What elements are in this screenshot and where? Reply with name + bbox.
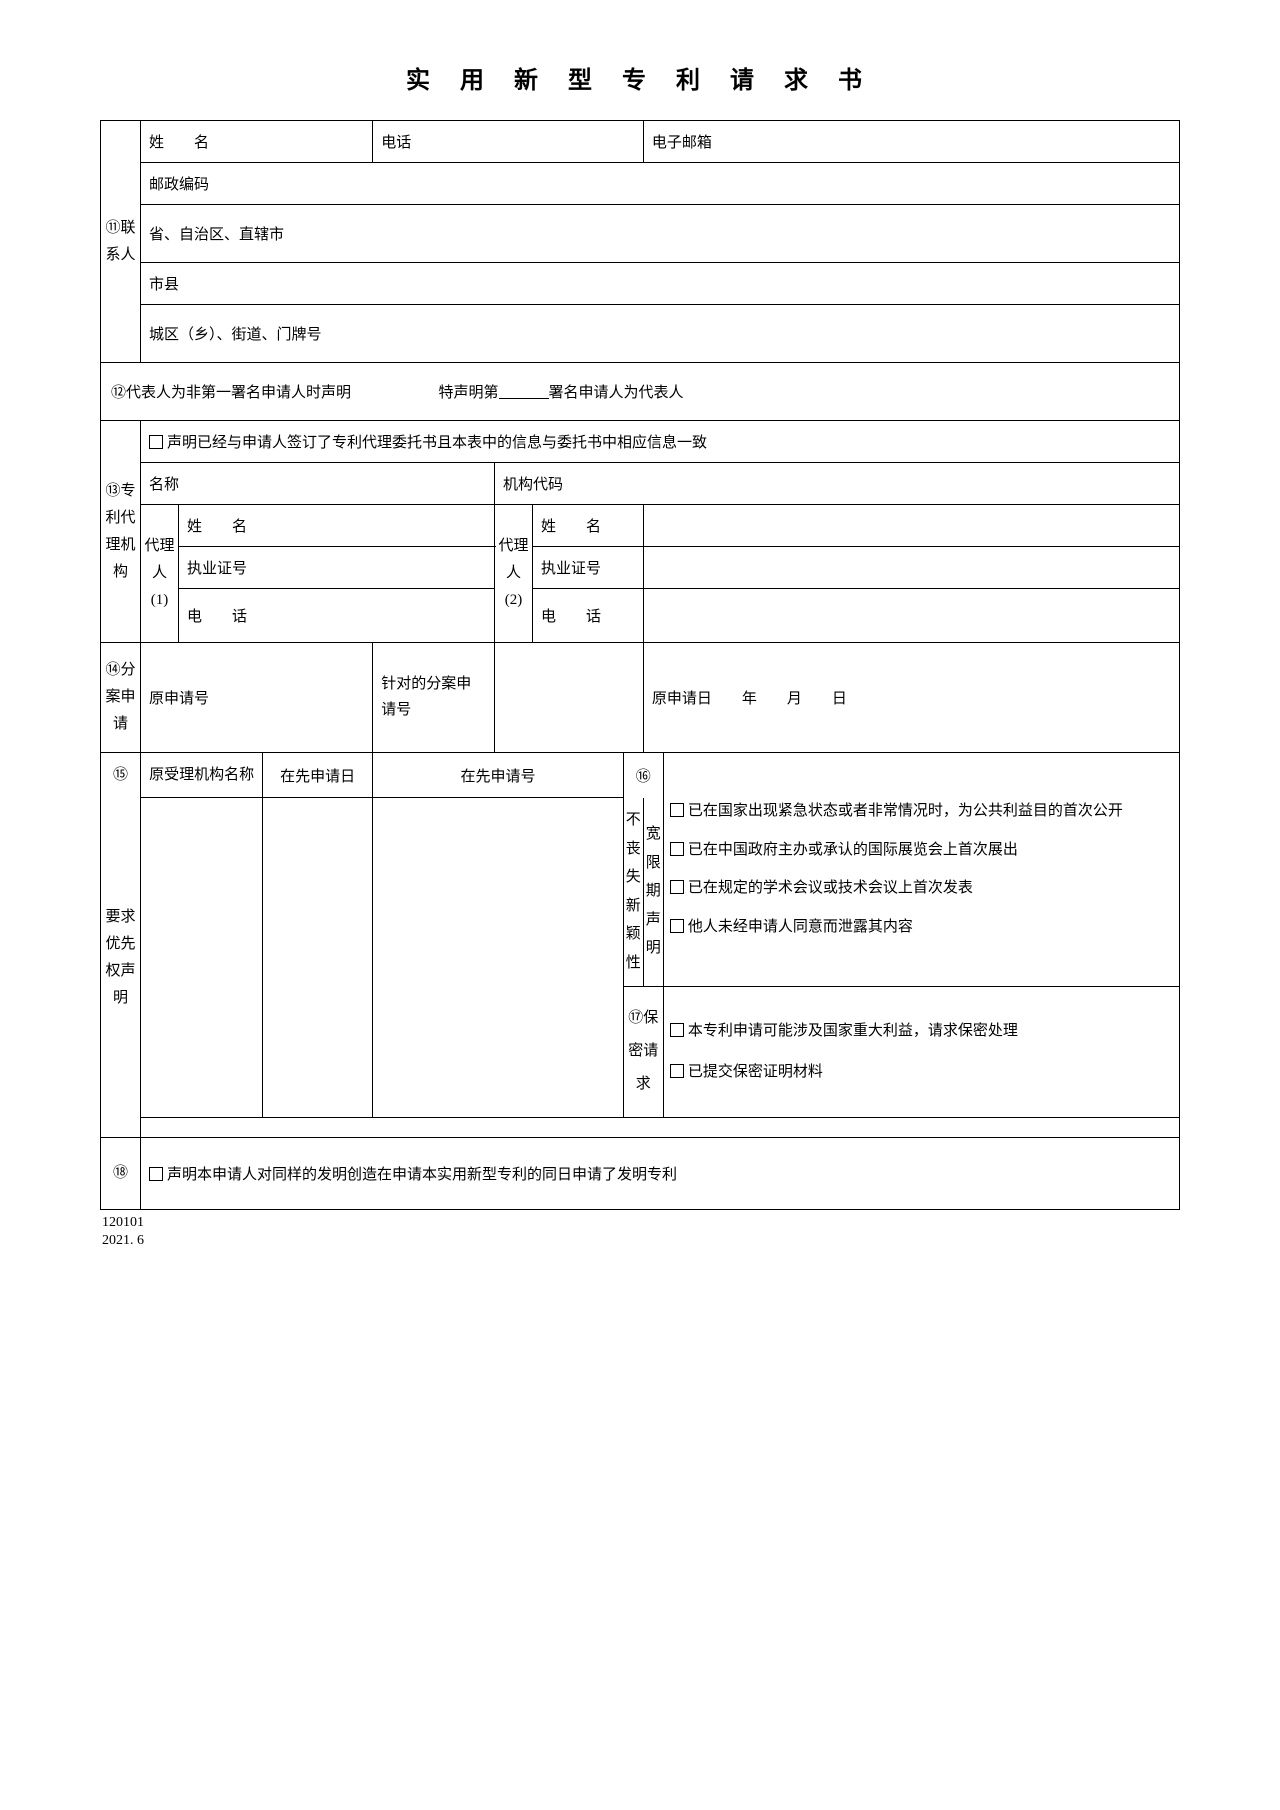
agent2-phone-value[interactable] (643, 589, 1179, 643)
section12-text1: 代表人为非第一署名申请人时声明 (126, 385, 351, 401)
circled-12: ⑫ (111, 385, 126, 401)
checkbox-16-4[interactable] (670, 919, 684, 933)
section12-row: ⑫代表人为非第一署名申请人时声明 特声明第 署名申请人为代表人 (101, 363, 1180, 421)
field-province-label: 省、自治区、直辖市 (141, 205, 1180, 263)
checkbox-16-2[interactable] (670, 842, 684, 856)
field-org-name: 名称 (141, 463, 495, 505)
agent1-label: 代理人(1) (141, 505, 179, 643)
field-postcode-label: 邮政编码 (141, 163, 1180, 205)
checkbox-16-3[interactable] (670, 880, 684, 894)
field-orig-date: 原申请日 年 月 日 (643, 643, 1179, 753)
section17-label: ⑰保密请求 (623, 986, 663, 1118)
agent1-license: 执业证号 (179, 547, 495, 589)
field-div-app-no: 针对的分案申请号 (373, 643, 495, 753)
agent2-phone: 电 话 (533, 589, 644, 643)
checkbox-17-2[interactable] (670, 1064, 684, 1078)
field-name-label: 姓 名 (141, 121, 373, 163)
agent2-license: 执业证号 (533, 547, 644, 589)
field-orig-app-no: 原申请号 (141, 643, 373, 753)
agent2-name-value[interactable] (643, 505, 1179, 547)
field-org-code: 机构代码 (495, 463, 1180, 505)
section12-blank[interactable] (499, 385, 549, 399)
prior-date-value[interactable] (263, 798, 373, 1118)
div-app-no-value[interactable] (495, 643, 644, 753)
agent2-name: 姓 名 (533, 505, 644, 547)
section15-label-top: ⑮ (101, 753, 141, 798)
field-prior-date: 在先申请日 (263, 753, 373, 798)
checkbox-17-1[interactable] (670, 1023, 684, 1037)
footer-date: 2021. 6 (102, 1232, 1180, 1250)
section15-pad (101, 1118, 141, 1138)
field-phone-label: 电话 (373, 121, 644, 163)
section14-label: ⑭分案申请 (101, 643, 141, 753)
field-prior-no: 在先申请号 (373, 753, 624, 798)
section13-declaration: 声明已经与申请人签订了专利代理委托书且本表中的信息与委托书中相应信息一致 (141, 421, 1180, 463)
circled-18: ⑱ (101, 1138, 141, 1210)
recv-org-value[interactable] (141, 798, 263, 1118)
section17-options: 本专利申请可能涉及国家重大利益，请求保密处理 已提交保密证明材料 (663, 986, 1179, 1118)
circled-16: ⑯ (623, 753, 663, 798)
agent1-name: 姓 名 (179, 505, 495, 547)
agent2-license-value[interactable] (643, 547, 1179, 589)
checkbox-16-1[interactable] (670, 803, 684, 817)
section12-text2: 特声明第 (439, 385, 499, 401)
footer-code: 120101 (102, 1214, 1180, 1232)
section16-col1: 不丧失新颖性 (623, 798, 643, 987)
agent2-label: 代理人(2) (495, 505, 533, 643)
field-street-label: 城区（乡）、街道、门牌号 (141, 305, 1180, 363)
agent1-phone: 电 话 (179, 589, 495, 643)
section15-label-body: 要求优先权声明 (101, 798, 141, 1118)
prior-no-value[interactable] (373, 798, 624, 1118)
page-title: 实 用 新 型 专 利 请 求 书 (100, 60, 1180, 95)
checkbox-agency-declaration[interactable] (149, 435, 163, 449)
checkbox-18[interactable] (149, 1167, 163, 1181)
footer: 120101 2021. 6 (102, 1214, 1180, 1250)
field-recv-org: 原受理机构名称 (141, 753, 263, 798)
form-table: ⑪联系人 姓 名 电话 电子邮箱 邮政编码 省、自治区、直辖市 市县 城区（乡）… (100, 120, 1180, 1210)
section11-label: ⑪联系人 (101, 121, 141, 363)
section12-text3: 署名申请人为代表人 (549, 385, 684, 401)
field-city-label: 市县 (141, 263, 1180, 305)
section16-col2: 宽限期声明 (643, 798, 663, 987)
field-email-label: 电子邮箱 (643, 121, 1179, 163)
section13-label: ⑬专利代理机构 (101, 421, 141, 643)
section18-text: 声明本申请人对同样的发明创造在申请本实用新型专利的同日申请了发明专利 (141, 1138, 1180, 1210)
section16-options: 已在国家出现紧急状态或者非常情况时，为公共利益目的首次公开 已在中国政府主办或承… (663, 753, 1179, 987)
